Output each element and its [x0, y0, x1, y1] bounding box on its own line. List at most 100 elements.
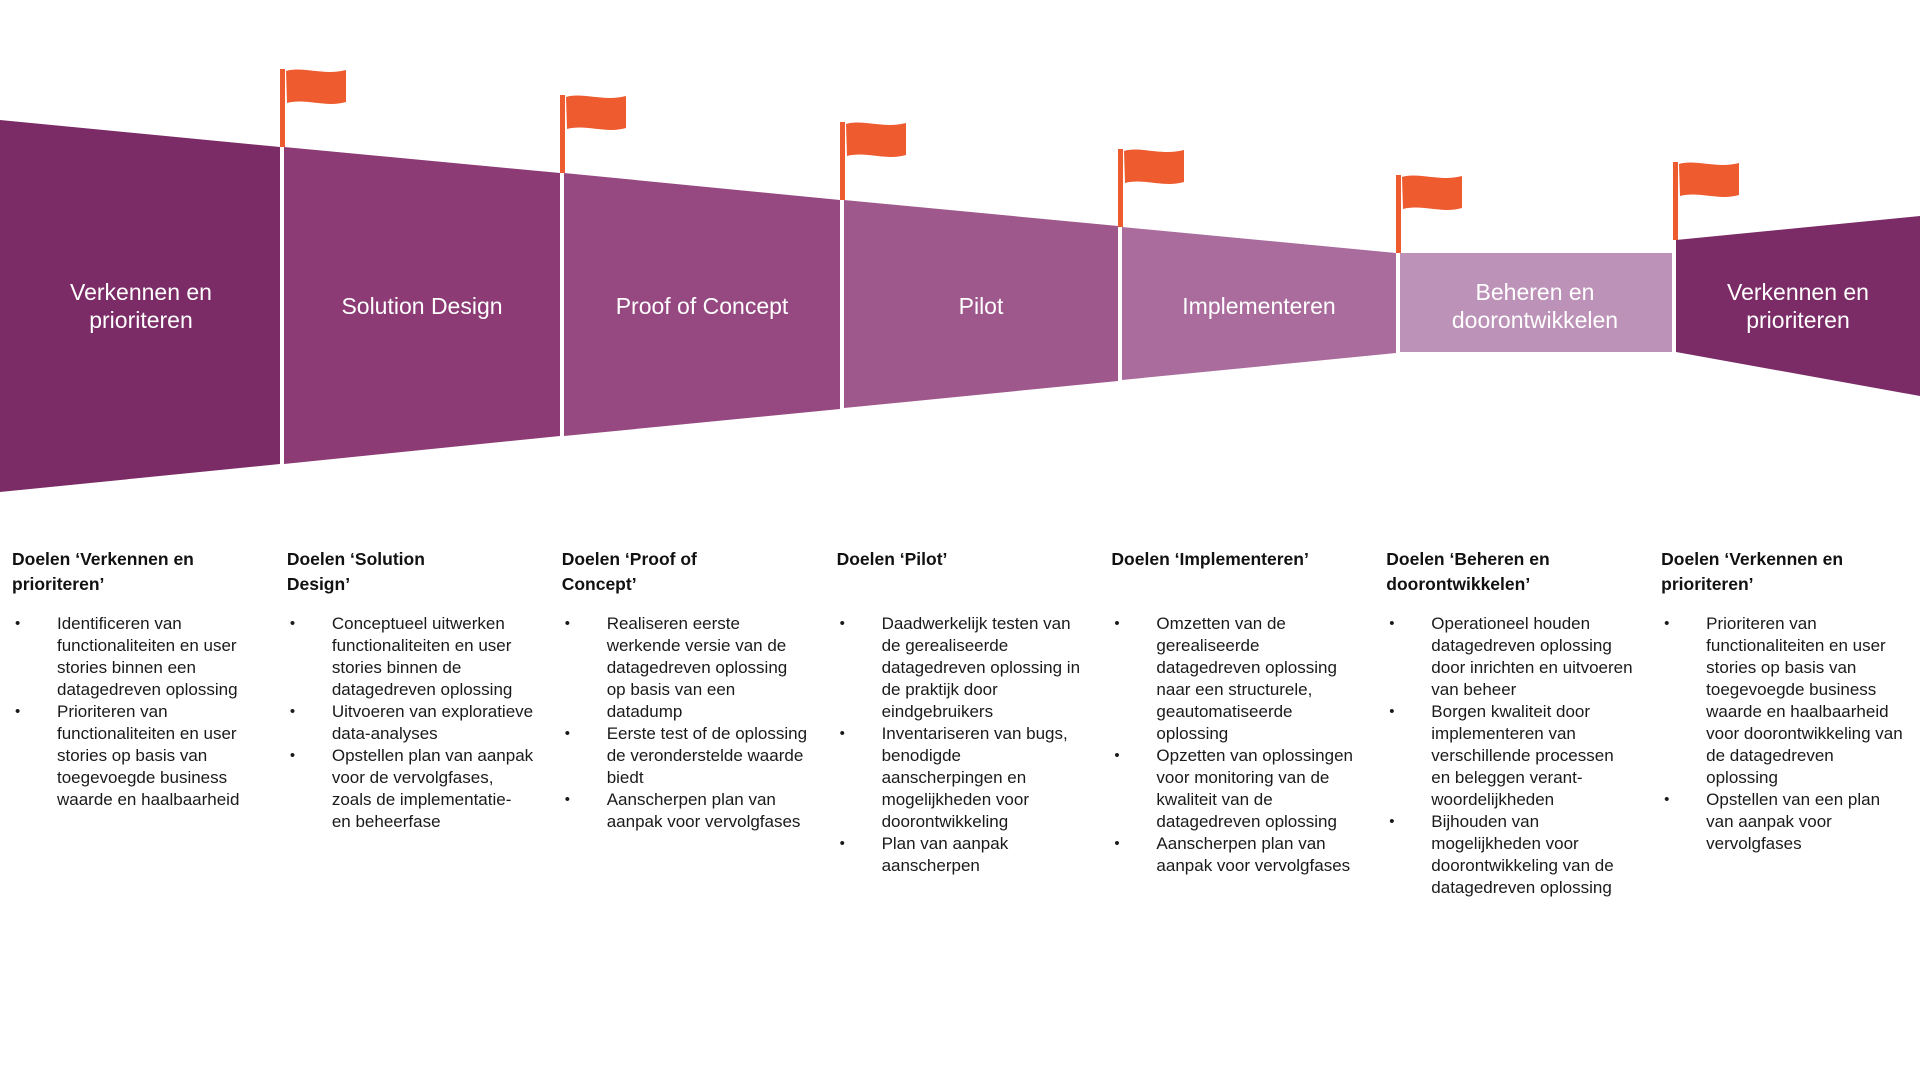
funnel-segment-proof-of-concept — [564, 173, 840, 436]
funnel-segment-solution-design — [284, 147, 560, 464]
funnel-segment-verkennen — [0, 120, 280, 492]
goal-text: Aanscherpen plan van aanpak voor vervolg… — [606, 790, 801, 831]
bullet-icon: • — [289, 615, 296, 632]
bullet-icon: • — [1389, 703, 1395, 720]
bullet-icon: • — [15, 615, 21, 632]
phase-label-implementeren: Implementeren — [1182, 293, 1336, 319]
goal-text: Omzetten van de gerealiseerde datagedrev… — [1156, 614, 1337, 743]
goal-item: • Uitvoeren van exploratieve data-analyse… — [287, 701, 534, 745]
goals-list: • Prioriteren van functionaliteiten en us… — [1661, 613, 1908, 855]
bullet-icon: • — [839, 835, 845, 852]
goal-text: Realiseren eerste werkende versie van de… — [606, 614, 788, 721]
phase-goals-column: Doelen ‘Implementeren’ • Omzetten van de … — [1111, 547, 1358, 899]
bullet-icon: • — [1114, 615, 1120, 632]
goals-list: • Realiseren eerste werkende versie van d… — [562, 613, 809, 833]
funnel-segment-verkennen-2 — [1676, 216, 1920, 396]
phase-goals-column: Doelen ‘Solution Design’ • Conceptueel ui… — [287, 547, 534, 899]
process-funnel — [0, 69, 1920, 492]
goal-item: • Opzetten van oplossingen voor monitorin… — [1111, 745, 1358, 833]
goal-item: • Identificeren van functionaliteiten en … — [12, 613, 259, 701]
goal-text: Opzetten van oplossingen voor monitoring… — [1156, 746, 1354, 831]
bullet-icon: • — [839, 725, 845, 742]
bullet-icon: • — [564, 725, 570, 742]
goal-text: Identificeren van functionaliteiten en u… — [57, 614, 238, 699]
milestone-flag-icon — [280, 69, 346, 147]
goal-item: • Borgen kwaliteit door implementeren van… — [1386, 701, 1633, 811]
phase-goals-column: Doelen ‘Verkennen en prioriteren’ • Prior… — [1661, 547, 1908, 899]
goal-text: Uitvoeren van exploratieve data-analyses — [331, 702, 534, 743]
goals-list: • Conceptueel uitwerken functionaliteiten… — [287, 613, 534, 833]
bullet-icon: • — [1664, 791, 1670, 808]
goal-item: • Plan van aanpak aanscherpen — [837, 833, 1084, 877]
goal-item: • Realiseren eerste werkende versie van d… — [562, 613, 809, 723]
goal-text: Opstellen van een plan van aanpak voor v… — [1706, 790, 1881, 853]
bullet-icon: • — [839, 615, 845, 632]
goal-item: • Eerste test of de oplossing de veronder… — [562, 723, 809, 789]
milestone-flag-icon — [1118, 149, 1184, 227]
bullet-icon: • — [289, 703, 296, 720]
goals-title: Doelen ‘Implementeren’ — [1111, 549, 1309, 569]
goal-text: Inventariseren van bugs, benodigde aansc… — [881, 724, 1068, 831]
goals-list: • Identificeren van functionaliteiten en … — [12, 613, 259, 811]
goals-title: Doelen ‘Solution Design’ — [286, 549, 425, 594]
funnel-segment-beheren — [1400, 253, 1672, 352]
goal-text: Daadwerkelijk testen van de gerealiseerd… — [881, 614, 1081, 721]
phase-label-verkennen-2: Verkennen en prioriteren — [1727, 279, 1869, 333]
goal-text: Prioriteren van functionaliteiten en use… — [1706, 614, 1903, 787]
phase-label-pilot: Pilot — [958, 293, 1004, 319]
goal-item: • Omzetten van de gerealiseerde datagedre… — [1111, 613, 1358, 745]
bullet-icon: • — [1114, 835, 1120, 852]
phase-goals-column: Doelen ‘Beheren en doorontwikkelen’ • Ope… — [1386, 547, 1633, 899]
goal-item: • Prioriteren van functionaliteiten en us… — [12, 701, 259, 811]
phase-label-beheren: Beheren en doorontwikkelen — [1451, 279, 1619, 333]
goal-item: • Opstellen plan van aanpak voor de vervo… — [287, 745, 534, 833]
phase-goals-column: Doelen ‘Pilot’ • Daadwerkelijk testen van… — [837, 547, 1084, 899]
goals-list: • Omzetten van de gerealiseerde datagedre… — [1111, 613, 1358, 877]
phase-label-solution-design: Solution Design — [341, 293, 503, 319]
goals-title: Doelen ‘Verkennen en prioriteren’ — [12, 549, 194, 594]
goal-text: Plan van aanpak aanscherpen — [881, 834, 1009, 875]
goal-item: • Aanscherpen plan van aanpak voor vervol… — [562, 789, 809, 833]
goal-item: • Operationeel houden datagedreven oploss… — [1386, 613, 1633, 701]
milestone-flag-icon — [560, 95, 626, 173]
goals-list: • Daadwerkelijk testen van de gerealiseer… — [837, 613, 1084, 877]
bullet-icon: • — [564, 615, 570, 632]
phase-goals-column: Doelen ‘Verkennen en prioriteren’ • Ident… — [12, 547, 259, 899]
phase-label-verkennen: Verkennen en prioriteren — [70, 279, 212, 333]
bullet-icon: • — [564, 791, 570, 808]
goal-text: Eerste test of de oplossing de veronders… — [606, 724, 808, 787]
funnel-segment-implementeren — [1122, 227, 1396, 380]
milestone-flag-icon — [840, 122, 906, 200]
milestone-flag-icon — [1396, 175, 1462, 253]
bullet-icon: • — [1114, 747, 1120, 764]
phase-goals-column: Doelen ‘Proof of Concept’ • Realiseren ee… — [562, 547, 809, 899]
goals-list: • Operationeel houden datagedreven oploss… — [1386, 613, 1633, 899]
goals-title: Doelen ‘Proof of Concept’ — [561, 549, 697, 594]
milestone-flag-icon — [1673, 162, 1739, 240]
goal-item: • Opstellen van een plan van aanpak voor … — [1661, 789, 1908, 855]
goal-text: Conceptueel uitwerken functionaliteiten … — [331, 614, 513, 699]
bullet-icon: • — [15, 703, 21, 720]
goal-item: • Bijhouden van mogelijkheden voor dooron… — [1386, 811, 1633, 899]
goal-text: Operationeel houden datagedreven oplossi… — [1431, 614, 1633, 699]
goal-item: • Prioriteren van functionaliteiten en us… — [1661, 613, 1908, 789]
goals-section: Doelen ‘Verkennen en prioriteren’ • Ident… — [12, 547, 1908, 899]
goal-text: Borgen kwaliteit door implementeren van … — [1431, 702, 1614, 809]
bullet-icon: • — [1664, 615, 1670, 632]
bullet-icon: • — [1389, 615, 1395, 632]
goals-title: Doelen ‘Pilot’ — [836, 549, 948, 569]
goals-title: Doelen ‘Beheren en doorontwikkelen’ — [1386, 549, 1550, 594]
funnel-segment-pilot — [844, 200, 1118, 408]
bullet-icon: • — [289, 747, 296, 764]
goals-title: Doelen ‘Verkennen en prioriteren’ — [1661, 549, 1844, 594]
goal-text: Opstellen plan van aanpak voor de vervol… — [331, 746, 534, 831]
goal-item: • Daadwerkelijk testen van de gerealiseer… — [837, 613, 1084, 723]
goal-item: • Inventariseren van bugs, benodigde aans… — [837, 723, 1084, 833]
bullet-icon: • — [1389, 813, 1395, 830]
goal-text: Aanscherpen plan van aanpak voor vervolg… — [1156, 834, 1351, 875]
goal-item: • Conceptueel uitwerken functionaliteiten… — [287, 613, 534, 701]
goal-text: Prioriteren van functionaliteiten en use… — [57, 702, 240, 809]
goal-item: • Aanscherpen plan van aanpak voor vervol… — [1111, 833, 1358, 877]
goal-text: Bijhouden van mogelijkheden voor dooront… — [1431, 812, 1614, 897]
